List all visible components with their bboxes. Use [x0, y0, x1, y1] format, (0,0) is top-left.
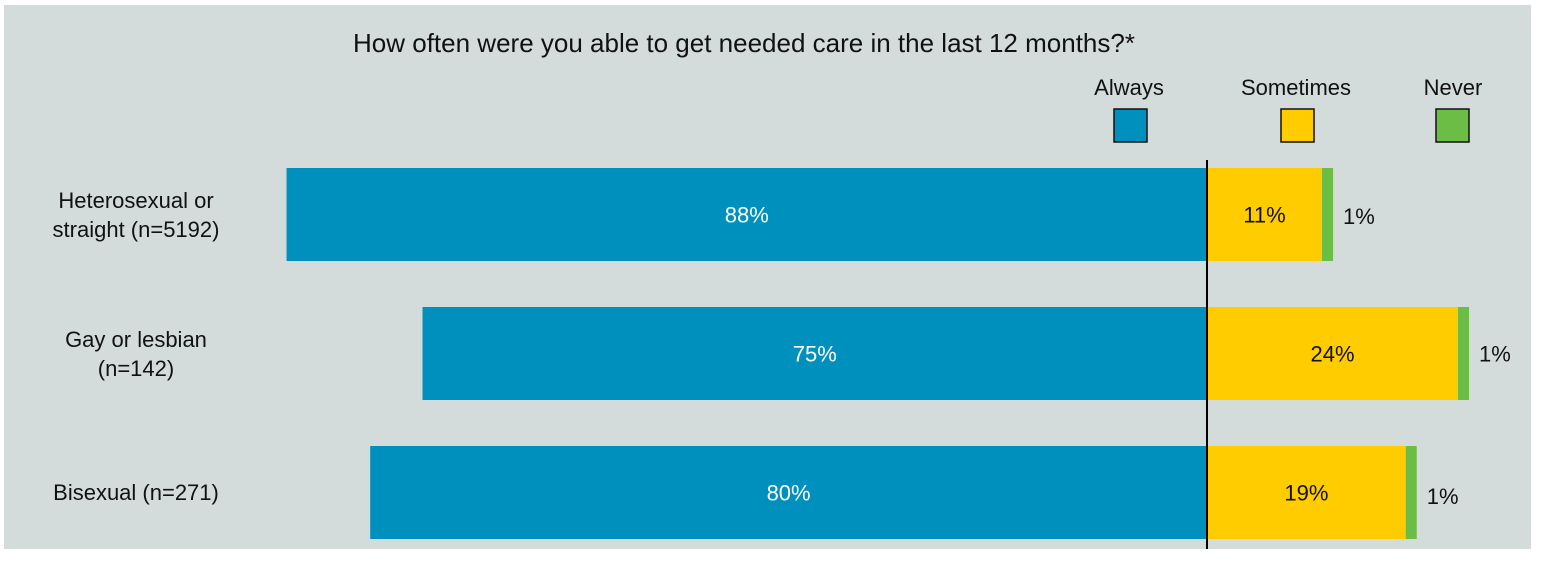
legend-swatch-never	[1435, 108, 1470, 143]
chart-title: How often were you able to get needed ca…	[353, 28, 1135, 58]
data-label-always-row-3: 80%	[767, 481, 811, 506]
category-label-heterosexual-or: Heterosexual or straight (n=5192)	[52, 187, 220, 242]
data-label-sometimes-row-2: 24%	[1310, 342, 1354, 367]
data-label-never-row-1: 1%	[1343, 204, 1375, 229]
legend-label-never: Never	[1424, 75, 1483, 100]
bar-always-row-3	[370, 446, 1207, 539]
data-label-sometimes-row-3: 19%	[1284, 481, 1328, 506]
category-label-gay-or-lesbian: Gay or lesbian (n=142)	[65, 326, 207, 381]
chart-panel: How often were you able to get needed ca…	[4, 5, 1531, 549]
bar-sometimes-row-3	[1207, 446, 1406, 539]
data-label-always-row-2: 75%	[793, 342, 837, 367]
legend-label-sometimes: Sometimes	[1241, 75, 1351, 100]
legend-swatch-sometimes	[1280, 108, 1315, 143]
data-label-sometimes-row-1: 11%	[1243, 203, 1285, 228]
category-label-bisexual-n-271: Bisexual (n=271)	[53, 480, 219, 505]
bar-sometimes-row-1	[1207, 168, 1323, 261]
bar-sometimes-row-2	[1207, 307, 1459, 400]
legend: Always Sometimes Never	[1094, 75, 1483, 143]
bar-never-row-2	[1458, 307, 1470, 400]
bars: 88% 11% 1% 75% 24% 1% 80% 19% 1%	[286, 168, 1511, 539]
data-label-always-row-1: 88%	[725, 203, 769, 228]
bar-always-row-1	[286, 168, 1207, 261]
bar-never-row-3	[1405, 446, 1417, 539]
data-label-never-row-2: 1%	[1479, 342, 1511, 367]
bar-always-row-2	[422, 307, 1207, 400]
legend-swatch-always	[1113, 108, 1148, 143]
chart-svg: How often were you able to get needed ca…	[286, 28, 1511, 549]
bar-never-row-1	[1322, 168, 1334, 261]
legend-label-always: Always	[1094, 75, 1164, 100]
data-label-never-row-3: 1%	[1427, 484, 1459, 509]
